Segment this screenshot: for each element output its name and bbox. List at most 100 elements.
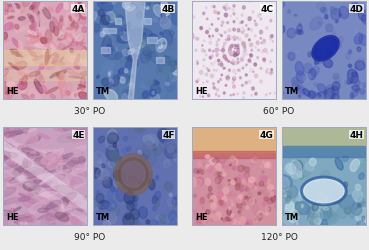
Ellipse shape xyxy=(3,2,11,16)
Ellipse shape xyxy=(286,186,297,198)
Ellipse shape xyxy=(327,212,336,222)
Ellipse shape xyxy=(352,92,358,98)
Ellipse shape xyxy=(280,2,284,8)
Ellipse shape xyxy=(7,82,15,87)
Ellipse shape xyxy=(253,158,257,161)
Ellipse shape xyxy=(233,22,235,24)
Text: 4B: 4B xyxy=(161,5,175,14)
Ellipse shape xyxy=(243,52,246,56)
Ellipse shape xyxy=(225,59,227,61)
Ellipse shape xyxy=(10,205,17,212)
Ellipse shape xyxy=(23,79,26,83)
Ellipse shape xyxy=(23,198,40,208)
Ellipse shape xyxy=(231,204,233,206)
Ellipse shape xyxy=(287,29,295,39)
Ellipse shape xyxy=(160,128,164,132)
Ellipse shape xyxy=(284,166,293,175)
Ellipse shape xyxy=(55,185,74,194)
Ellipse shape xyxy=(310,216,318,226)
Ellipse shape xyxy=(72,163,90,173)
Ellipse shape xyxy=(148,35,158,45)
Ellipse shape xyxy=(215,29,218,32)
Ellipse shape xyxy=(109,25,123,37)
Ellipse shape xyxy=(347,78,353,85)
Ellipse shape xyxy=(13,215,33,222)
Ellipse shape xyxy=(29,35,38,38)
Ellipse shape xyxy=(351,2,358,13)
Ellipse shape xyxy=(223,43,226,46)
Ellipse shape xyxy=(47,54,57,60)
Ellipse shape xyxy=(49,57,56,66)
Ellipse shape xyxy=(76,87,83,95)
Ellipse shape xyxy=(14,217,24,225)
Ellipse shape xyxy=(206,68,208,70)
Ellipse shape xyxy=(248,29,249,31)
Ellipse shape xyxy=(196,180,202,186)
Ellipse shape xyxy=(331,195,341,204)
Ellipse shape xyxy=(200,198,204,203)
Ellipse shape xyxy=(140,37,151,54)
Ellipse shape xyxy=(161,130,174,142)
Ellipse shape xyxy=(321,210,338,224)
Ellipse shape xyxy=(232,78,235,81)
Ellipse shape xyxy=(60,58,63,62)
Ellipse shape xyxy=(331,33,334,38)
Ellipse shape xyxy=(266,162,270,167)
Ellipse shape xyxy=(108,72,112,75)
Ellipse shape xyxy=(14,131,24,134)
Ellipse shape xyxy=(139,207,148,219)
Ellipse shape xyxy=(130,209,139,220)
Ellipse shape xyxy=(28,158,34,167)
Ellipse shape xyxy=(254,64,256,67)
Ellipse shape xyxy=(54,27,58,36)
Ellipse shape xyxy=(245,176,248,180)
Ellipse shape xyxy=(197,178,203,186)
Ellipse shape xyxy=(19,81,27,90)
Ellipse shape xyxy=(96,169,109,180)
Ellipse shape xyxy=(169,219,176,228)
Ellipse shape xyxy=(38,214,50,220)
Ellipse shape xyxy=(236,47,238,48)
Ellipse shape xyxy=(154,145,162,156)
Ellipse shape xyxy=(1,13,12,19)
Text: 120° PO: 120° PO xyxy=(261,232,297,241)
Ellipse shape xyxy=(234,54,237,58)
Ellipse shape xyxy=(12,167,24,176)
Ellipse shape xyxy=(46,153,59,164)
Ellipse shape xyxy=(109,80,113,84)
Ellipse shape xyxy=(56,64,62,81)
Ellipse shape xyxy=(212,64,214,66)
Ellipse shape xyxy=(6,167,23,174)
Ellipse shape xyxy=(296,26,302,33)
Ellipse shape xyxy=(221,62,222,64)
Ellipse shape xyxy=(245,188,248,191)
Ellipse shape xyxy=(355,184,361,191)
Ellipse shape xyxy=(95,203,101,210)
Ellipse shape xyxy=(350,212,355,218)
Ellipse shape xyxy=(126,174,129,177)
Ellipse shape xyxy=(82,5,86,10)
Ellipse shape xyxy=(123,213,134,228)
Ellipse shape xyxy=(258,192,261,195)
Ellipse shape xyxy=(69,45,84,52)
Ellipse shape xyxy=(264,62,265,64)
Ellipse shape xyxy=(320,197,324,201)
Ellipse shape xyxy=(264,197,269,201)
Ellipse shape xyxy=(166,206,174,217)
Ellipse shape xyxy=(355,81,361,86)
Ellipse shape xyxy=(263,202,265,205)
Ellipse shape xyxy=(79,10,86,20)
Ellipse shape xyxy=(266,72,268,74)
Ellipse shape xyxy=(65,83,72,94)
Ellipse shape xyxy=(223,53,224,55)
Ellipse shape xyxy=(268,183,271,186)
Ellipse shape xyxy=(3,4,8,16)
Ellipse shape xyxy=(260,19,262,21)
Ellipse shape xyxy=(25,40,29,46)
Ellipse shape xyxy=(207,95,210,97)
Ellipse shape xyxy=(64,3,68,10)
Ellipse shape xyxy=(32,0,35,13)
Ellipse shape xyxy=(199,201,203,205)
Ellipse shape xyxy=(153,0,169,12)
Ellipse shape xyxy=(292,78,299,86)
